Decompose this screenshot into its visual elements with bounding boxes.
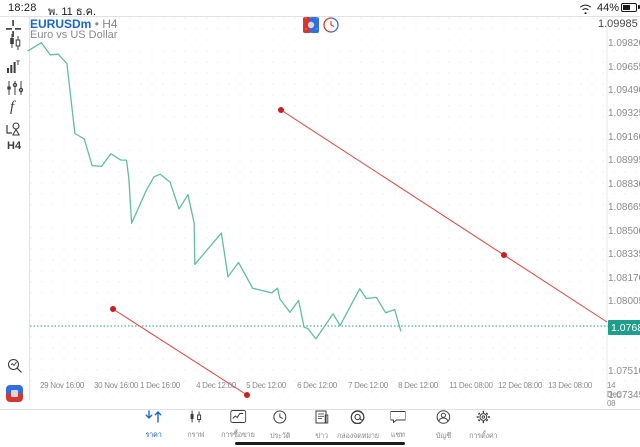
svg-text:T: T [16,60,20,67]
